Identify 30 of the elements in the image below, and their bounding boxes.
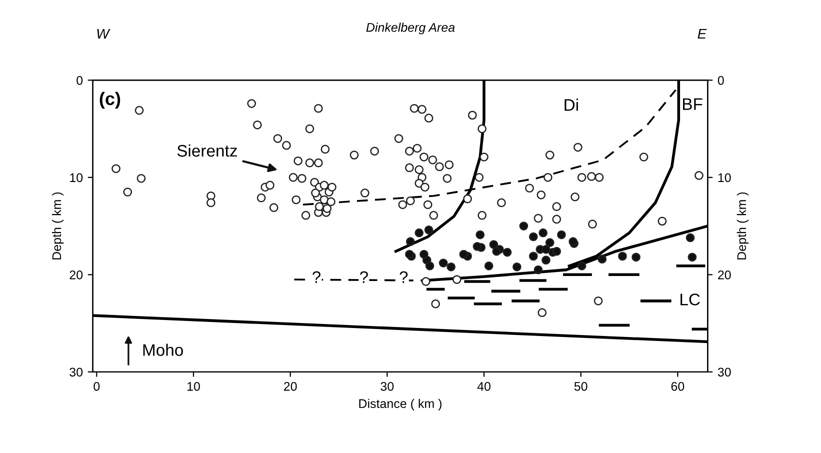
x-tick-label: 20 bbox=[284, 382, 297, 391]
y-tick-label: 20 bbox=[70, 270, 83, 280]
x-tick-label: 40 bbox=[477, 382, 490, 391]
annotation: ? bbox=[312, 271, 320, 283]
text: W bbox=[97, 28, 110, 39]
y2-tick-label: 20 bbox=[718, 270, 731, 280]
y-axis-title: Depth ( km ) bbox=[52, 192, 64, 260]
y2-axis-title: Depth ( km ) bbox=[736, 192, 749, 260]
annotation: Sierentz bbox=[177, 144, 237, 157]
chart-title: Dinkelberg Area bbox=[366, 22, 455, 34]
x-tick-label: 60 bbox=[671, 382, 684, 391]
annotation: Di bbox=[564, 98, 578, 111]
annotation: ? bbox=[360, 271, 368, 283]
text: E bbox=[698, 28, 707, 39]
annotation: LC bbox=[680, 294, 700, 306]
x-tick-label: 0 bbox=[94, 382, 100, 391]
y-tick-label: 0 bbox=[76, 76, 83, 85]
x-tick-label: 50 bbox=[574, 382, 588, 391]
x-tick-label: 10 bbox=[187, 382, 200, 391]
y-tick-label: 10 bbox=[70, 173, 83, 182]
annotation: (c) bbox=[100, 92, 120, 109]
annotation: Moho bbox=[143, 344, 183, 356]
y2-tick-label: 0 bbox=[718, 76, 724, 85]
y-tick-label: 30 bbox=[70, 368, 83, 377]
y2-tick-label: 10 bbox=[718, 173, 731, 182]
y2-tick-label: 30 bbox=[718, 368, 731, 377]
annotation: ? bbox=[400, 271, 408, 283]
annotation: BF bbox=[683, 98, 702, 110]
x-tick-label: 30 bbox=[380, 382, 394, 391]
x-axis-title: Distance ( km ) bbox=[359, 398, 442, 410]
